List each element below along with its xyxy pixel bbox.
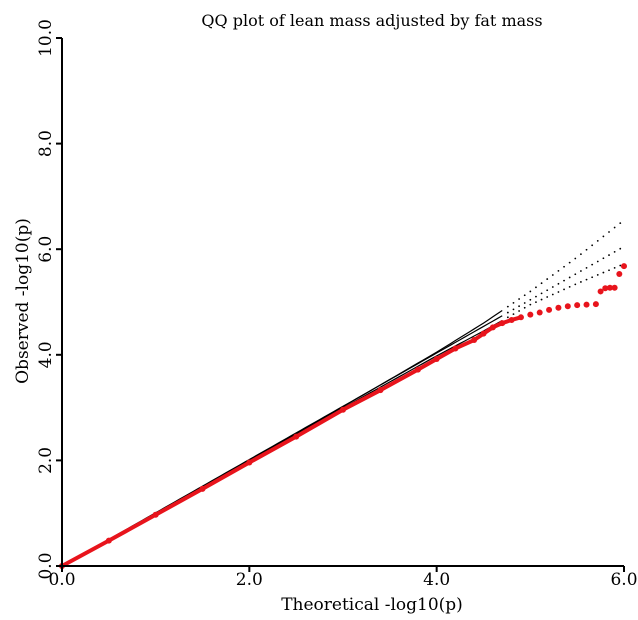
y-tick-label: 2.0 (36, 447, 56, 474)
observed-point (489, 324, 496, 331)
observed-point (555, 304, 562, 311)
observed-point (574, 302, 581, 309)
observed-point (452, 345, 459, 352)
observed-points (59, 263, 627, 569)
observed-point (152, 511, 159, 518)
observed-point (517, 314, 524, 321)
observed-point (508, 316, 515, 323)
x-axis-ticks: 0.0 2.0 4.0 6.0 (48, 566, 638, 590)
observed-point (199, 485, 206, 492)
observed-point (340, 406, 346, 413)
x-tick-label: 6.0 (610, 570, 637, 590)
reference-lines (61, 222, 622, 567)
y-tick-label: 4.0 (36, 341, 56, 368)
observed-point (246, 459, 253, 466)
observed-point (480, 330, 487, 337)
observed-point (597, 288, 604, 295)
observed-point (527, 311, 534, 318)
observed-point (414, 366, 421, 373)
observed-point (105, 537, 112, 544)
observed-point (592, 301, 599, 308)
upper-bound-line (61, 222, 622, 567)
y-axis-title: Observed -log10(p) (13, 218, 33, 384)
observed-point (471, 337, 478, 344)
observed-point (621, 263, 627, 270)
y-tick-label: 6.0 (36, 236, 56, 263)
observed-point (602, 285, 609, 292)
observed-point (616, 271, 623, 278)
observed-point-band (60, 315, 523, 568)
observed-point (377, 387, 384, 394)
observed-point (293, 433, 300, 440)
observed-point (606, 284, 613, 291)
observed-point (583, 301, 590, 308)
observed-point (536, 309, 543, 316)
chart-title: QQ plot of lean mass adjusted by fat mas… (201, 11, 542, 30)
x-tick-label: 2.0 (236, 570, 263, 590)
x-axis-title: Theoretical -log10(p) (281, 595, 463, 615)
observed-point (433, 356, 440, 363)
observed-point (611, 284, 618, 291)
observed-point (564, 303, 571, 310)
y-tick-label: 10.0 (36, 19, 56, 57)
x-tick-label: 0.0 (48, 570, 75, 590)
y-tick-label: 8.0 (36, 130, 56, 157)
y-tick-label: 0.0 (36, 552, 56, 579)
y-axis-ticks: 0.0 2.0 4.0 6.0 8.0 10.0 (36, 19, 62, 580)
observed-point (546, 306, 553, 313)
observed-point (499, 320, 506, 327)
x-tick-label: 4.0 (423, 570, 450, 590)
